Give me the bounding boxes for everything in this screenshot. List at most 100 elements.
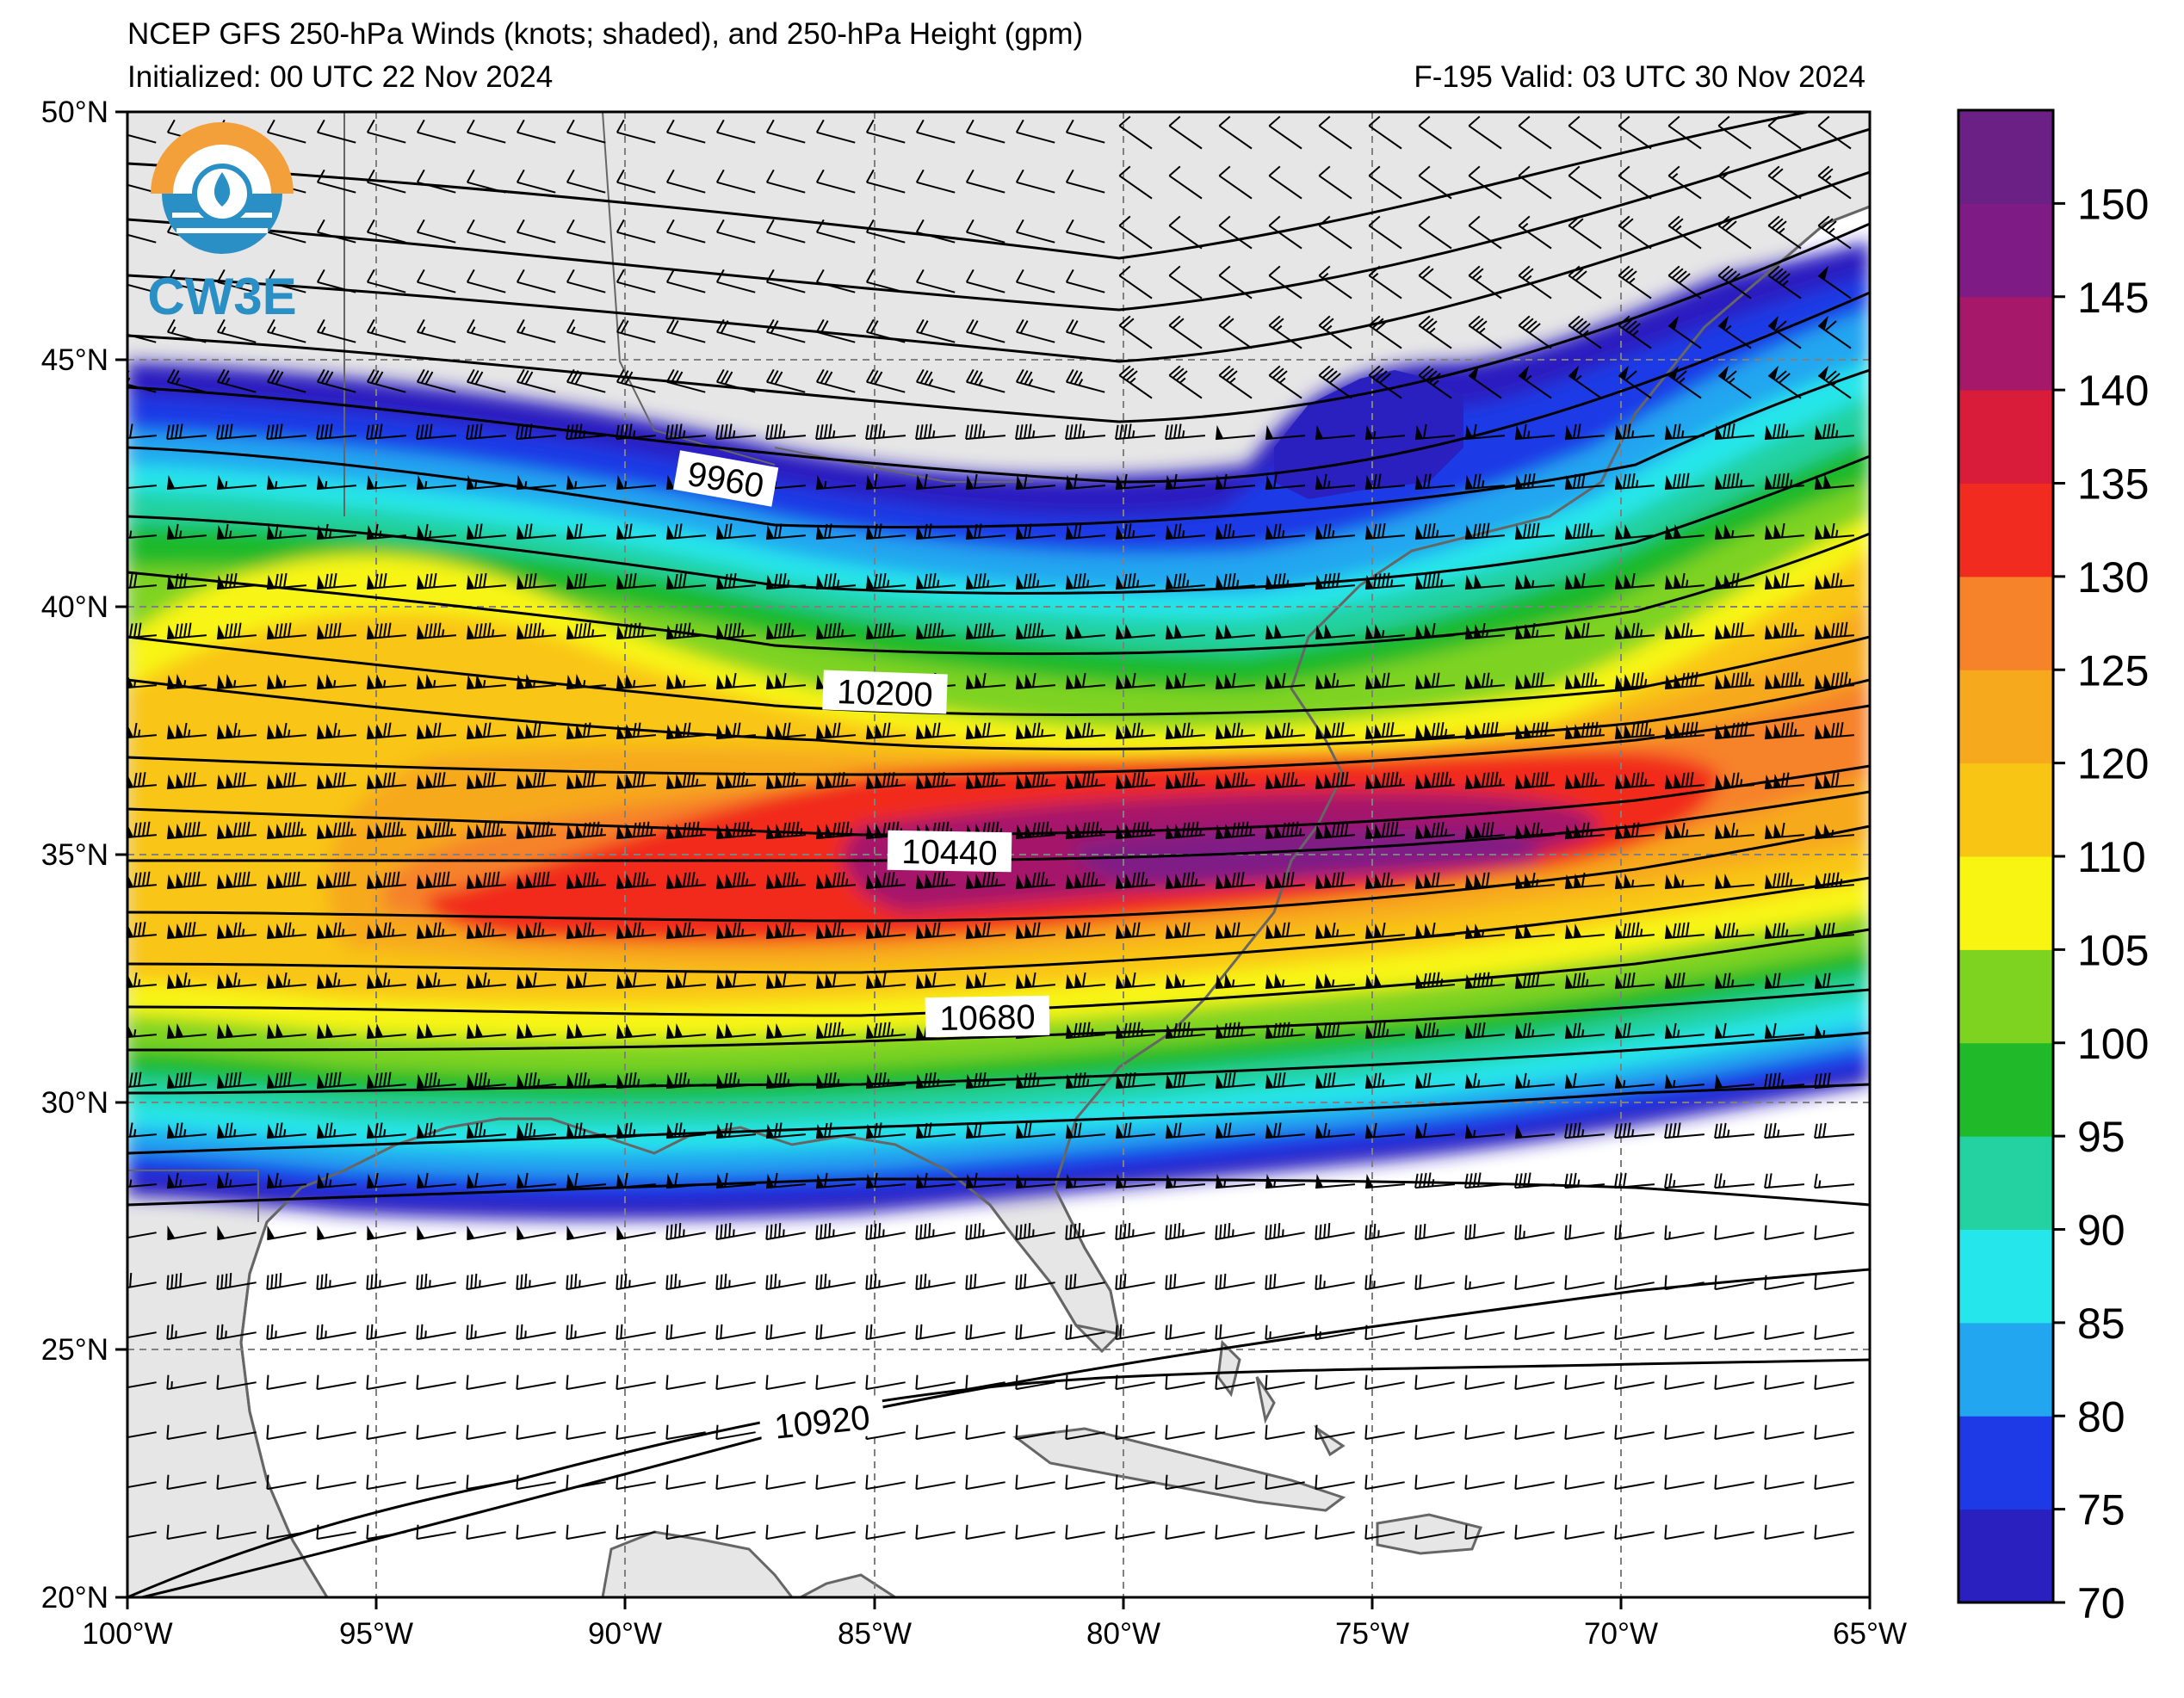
wind-barb	[666, 872, 707, 890]
wind-barb	[1065, 1324, 1105, 1341]
wind-barb	[1614, 1224, 1655, 1241]
wind-barb	[865, 1223, 906, 1241]
wind-barb	[1564, 1424, 1605, 1441]
wind-barb	[1815, 772, 1855, 790]
wind-barb	[1315, 1274, 1355, 1291]
wind-barb	[665, 119, 706, 144]
lat-label-35: 35°N	[41, 838, 108, 872]
wind-barb	[417, 622, 457, 640]
lon-label-85w: 85°W	[838, 1617, 912, 1651]
logo-text: CW3E	[147, 268, 296, 325]
lon-label-70w: 70°W	[1584, 1617, 1658, 1651]
wind-barb	[716, 872, 757, 890]
wind-barb	[1415, 872, 1456, 890]
wind-barb	[566, 1273, 606, 1291]
wind-barb	[566, 572, 607, 590]
wind-barb	[416, 1374, 456, 1391]
wind-barb	[815, 1524, 856, 1541]
wind-barb	[466, 1374, 506, 1391]
wind-barb	[1115, 1424, 1155, 1441]
wind-barb	[466, 318, 506, 343]
wind-barb	[916, 473, 956, 491]
wind-barb	[1514, 1324, 1555, 1341]
wind-barb	[916, 922, 956, 940]
wind-barb	[417, 772, 457, 790]
wind-barb	[1415, 473, 1456, 491]
wind-barb	[566, 872, 607, 890]
wind-barb	[965, 169, 1005, 194]
wind-barb	[1015, 119, 1055, 144]
wind-barb	[217, 772, 257, 790]
wind-barb	[566, 119, 606, 144]
wind-barb	[1665, 622, 1705, 640]
wind-barb	[467, 821, 507, 840]
wind-barb	[965, 219, 1005, 244]
wind-barb	[317, 871, 357, 890]
graticule	[127, 112, 1870, 1597]
wind-barb	[916, 572, 956, 590]
wind-barb	[1315, 771, 1356, 790]
wind-barb	[966, 523, 1006, 540]
wind-barb	[1714, 1374, 1754, 1391]
wind-barb	[1065, 219, 1105, 244]
wind-barb	[366, 119, 406, 144]
wind-barb	[1168, 215, 1203, 250]
wind-barb	[1764, 1072, 1805, 1090]
wind-barb	[1268, 365, 1302, 399]
wind-barb	[1615, 772, 1655, 790]
wind-barb	[516, 318, 556, 343]
wind-barb	[1268, 315, 1302, 349]
wind-barb	[1465, 1022, 1506, 1040]
wind-barb	[665, 423, 707, 441]
wind-barb	[616, 523, 657, 540]
wind-barb	[716, 972, 757, 990]
wind-barb	[317, 821, 357, 840]
wind-barb	[1415, 522, 1456, 540]
wind-barb	[1615, 721, 1655, 740]
wind-barb	[217, 674, 257, 690]
wind-barb	[865, 1524, 906, 1541]
wind-barb	[467, 1071, 507, 1090]
wind-barb	[1814, 1324, 1854, 1341]
wind-barb	[317, 1122, 357, 1139]
wind-barb	[1165, 1374, 1205, 1391]
wind-barb	[166, 1474, 207, 1491]
wind-barb	[1714, 1225, 1754, 1241]
wind-barb	[1565, 522, 1606, 540]
wind-barb	[127, 1531, 157, 1541]
wind-barb	[1615, 1022, 1655, 1040]
wind-barb	[127, 131, 157, 144]
wind-barb	[1065, 423, 1106, 441]
wind-barb	[127, 231, 157, 244]
lon-label-100w: 100°W	[82, 1617, 172, 1651]
wind-barb	[1465, 822, 1506, 840]
wind-barb	[1365, 771, 1406, 790]
wind-barb	[1465, 771, 1506, 790]
wind-barb	[616, 474, 657, 491]
wind-barb	[1765, 423, 1805, 441]
wind-barb	[416, 219, 456, 244]
wind-barb	[267, 722, 307, 740]
wind-barb	[1265, 523, 1306, 540]
wind-barb	[1116, 523, 1156, 540]
wind-barb	[1714, 1173, 1755, 1189]
wind-barb	[1714, 1324, 1754, 1341]
wind-barb	[1464, 1424, 1505, 1441]
wind-barb	[416, 1273, 456, 1291]
wind-barb	[1365, 1072, 1406, 1090]
wind-barb	[416, 119, 456, 144]
wind-barb	[1016, 572, 1056, 590]
wind-barb	[1066, 972, 1106, 990]
wind-barb	[166, 1524, 207, 1541]
wind-barb	[916, 722, 956, 740]
wind-barb	[366, 1474, 406, 1491]
wind-barb	[127, 1431, 157, 1441]
wind-barb	[1265, 922, 1306, 940]
wind-barb	[766, 972, 807, 990]
wind-barb	[1016, 772, 1056, 790]
wind-barb	[127, 1331, 157, 1341]
wind-barb	[815, 1273, 856, 1291]
wind-barb	[1665, 822, 1705, 840]
wind-barb	[1465, 622, 1506, 640]
wind-barb	[1364, 1223, 1405, 1241]
